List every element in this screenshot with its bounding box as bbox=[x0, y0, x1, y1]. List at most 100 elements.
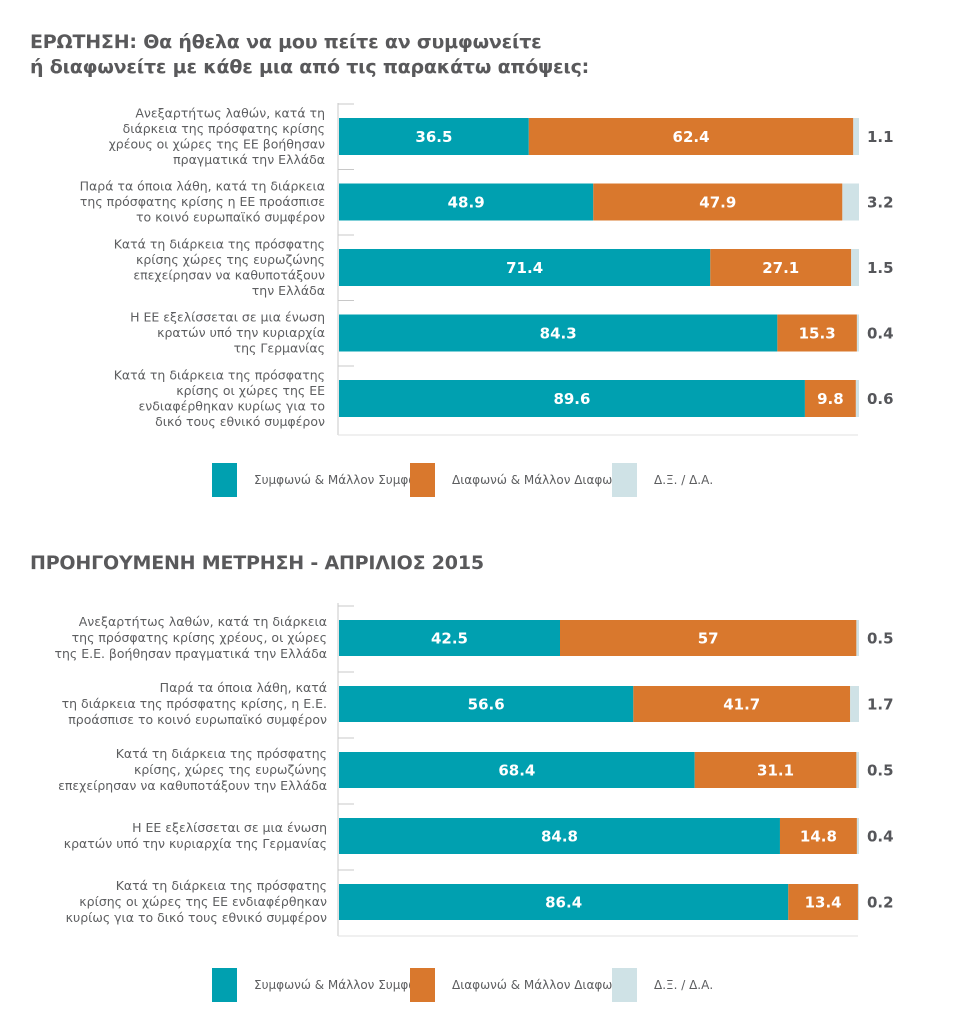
category-label-line: Ανεξαρτήτως λαθών, κατά τη bbox=[135, 105, 325, 120]
chart1-bar-dk bbox=[853, 118, 859, 155]
chart2-category-label: Ανεξαρτήτως λαθών, κατά τη διάρκεια της π… bbox=[54, 614, 327, 661]
chart2-bar-agree bbox=[339, 686, 634, 722]
legend-swatch-agree bbox=[212, 463, 237, 497]
category-label-line: της πρόσφατης κρίσης χρέους, οι χώρες bbox=[72, 630, 327, 645]
legend-swatch-disagree bbox=[410, 463, 435, 497]
chart1-title-line1: ΕΡΩΤΗΣΗ: Θα ήθελα να μου πείτε αν συμφων… bbox=[30, 31, 542, 53]
category-label-line: τη διάρκεια της πρόσφατης κρίσης, η Ε.Ε. bbox=[62, 696, 327, 711]
legend-item-dk: Δ.Ξ. / Δ.Α. bbox=[612, 968, 713, 1002]
category-label-line: κρίσης χώρες της ευρωζώνης bbox=[136, 252, 325, 267]
chart1-bar-agree bbox=[339, 249, 711, 286]
chart1-bar-label-dk: 3.2 bbox=[867, 194, 894, 212]
chart2-bar-label-agree: 56.6 bbox=[468, 696, 505, 714]
chart1-legend: Συμφωνώ & Μάλλον Συμφωνώ Διαφωνώ & Μάλλο… bbox=[0, 463, 960, 497]
legend-item-agree: Συμφωνώ & Μάλλον Συμφωνώ bbox=[212, 463, 435, 497]
chart2-bar-agree bbox=[339, 818, 780, 854]
legend-label-disagree: Διαφωνώ & Μάλλον Διαφωνώ bbox=[452, 978, 630, 992]
chart2-bar-dk bbox=[856, 752, 859, 788]
chart1-title: ΕΡΩΤΗΣΗ: Θα ήθελα να μου πείτε αν συμφων… bbox=[30, 30, 650, 80]
chart2-category-label: Η ΕΕ εξελίσσεται σε μια ένωση κρατών υπό … bbox=[64, 820, 327, 851]
category-label-line: της Ε.Ε. βοήθησαν πραγματικά την Ελλάδα bbox=[54, 646, 327, 661]
category-label-line: την Ελλάδα bbox=[252, 283, 325, 298]
category-label-line: επεχείρησαν να καθυποτάξουν bbox=[133, 267, 325, 282]
chart1-bar-dk bbox=[855, 380, 859, 417]
chart1-bar-label-disagree: 47.9 bbox=[699, 194, 736, 212]
category-label-line: Παρά τα όποια λάθη, κατά τη διάρκεια bbox=[80, 179, 325, 194]
chart2-bar-label-disagree: 57 bbox=[698, 630, 719, 648]
chart1-bar-dk bbox=[842, 183, 859, 221]
category-label-line: διάρκεια της πρόσφατης κρίσης bbox=[123, 121, 325, 136]
chart2-bar-agree bbox=[339, 884, 789, 920]
category-label-line: της πρόσφατης κρίσης η ΕΕ προάσπισε bbox=[80, 194, 325, 209]
chart2-bar-dk bbox=[856, 620, 859, 656]
legend-label-agree: Συμφωνώ & Μάλλον Συμφωνώ bbox=[254, 473, 436, 487]
chart1-bar-label-agree: 71.4 bbox=[506, 259, 543, 277]
chart2-bar-agree bbox=[339, 752, 695, 788]
legend-label-agree: Συμφωνώ & Μάλλον Συμφωνώ bbox=[254, 978, 436, 992]
chart2-legend: Συμφωνώ & Μάλλον Συμφωνώ Διαφωνώ & Μάλλο… bbox=[0, 968, 960, 1002]
chart2-category-label: Παρά τα όποια λάθη, κατά τη διάρκεια της … bbox=[62, 680, 327, 727]
category-label-line: κυρίως για το δικό τους εθνικό συμφέρον bbox=[66, 910, 327, 925]
chart1-bar-label-dk: 0.6 bbox=[867, 390, 894, 408]
chart2-bar-label-agree: 42.5 bbox=[431, 630, 468, 648]
legend-swatch-disagree bbox=[410, 968, 435, 1002]
chart2-bar-disagree bbox=[779, 818, 857, 854]
legend-item-agree: Συμφωνώ & Μάλλον Συμφωνώ bbox=[212, 968, 435, 1002]
chart2-bar-chart: Ανεξαρτήτως λαθών, κατά τη διάρκεια της π… bbox=[54, 603, 894, 937]
chart2-bar-dk bbox=[856, 818, 859, 854]
chart1-bar-label-dk: 0.4 bbox=[867, 325, 894, 343]
chart1-bar-label-agree: 84.3 bbox=[540, 325, 577, 343]
chart1-bar-disagree bbox=[804, 380, 856, 417]
chart2-bar-dk bbox=[857, 884, 859, 920]
chart2-bar-label-agree: 86.4 bbox=[545, 894, 582, 912]
chart1-bar-dk bbox=[851, 249, 859, 286]
chart1-bar-label-disagree: 15.3 bbox=[799, 325, 836, 343]
chart2-bar-label-dk: 0.5 bbox=[867, 762, 894, 780]
chart1-bar-disagree bbox=[777, 314, 857, 352]
category-label-line: δικό τους εθνικό συμφέρον bbox=[155, 414, 325, 429]
category-label-line: κρίσης, χώρες της ευρωζώνης bbox=[134, 762, 327, 777]
chart1-bar-agree bbox=[339, 314, 778, 352]
chart2-bar-dk bbox=[850, 686, 859, 722]
chart1-category-label: Η ΕΕ εξελίσσεται σε μια ένωση κρατών υπό … bbox=[130, 310, 325, 356]
chart1-category-label: Κατά τη διάρκεια της πρόσφατης κρίσης χώρ… bbox=[114, 236, 325, 298]
chart2-bar-label-disagree: 14.8 bbox=[800, 828, 837, 846]
category-label-line: Η ΕΕ εξελίσσεται σε μια ένωση bbox=[130, 310, 325, 325]
category-label-line: ενδιαφέρθηκαν κυρίως για το bbox=[139, 398, 325, 413]
chart1-bar-label-agree: 89.6 bbox=[553, 390, 590, 408]
chart2-category-label: Κατά τη διάρκεια της πρόσφατης κρίσης, χώ… bbox=[58, 746, 327, 793]
category-label-line: επεχείρησαν να καθυποτάξουν την Ελλάδα bbox=[58, 778, 327, 793]
chart1-bar-agree bbox=[339, 380, 805, 417]
category-label-line: πραγματικά την Ελλάδα bbox=[173, 152, 325, 167]
category-label-line: χρέους οι χώρες της ΕΕ βοήθησαν bbox=[109, 136, 325, 151]
chart2-bar-agree bbox=[339, 620, 560, 656]
legend-item-disagree: Διαφωνώ & Μάλλον Διαφωνώ bbox=[410, 463, 629, 497]
category-label-line: κρίσης οι χώρες της ΕΕ ενδιαφέρθηκαν bbox=[79, 894, 327, 909]
category-label-line: Κατά τη διάρκεια της πρόσφατης bbox=[116, 746, 327, 761]
chart1-category-label: Ανεξαρτήτως λαθών, κατά τη διάρκεια της π… bbox=[109, 105, 325, 167]
chart1-bar-chart: Ανεξαρτήτως λαθών, κατά τη διάρκεια της π… bbox=[80, 103, 894, 436]
chart1-bar-disagree bbox=[528, 118, 854, 155]
chart1-bar-label-disagree: 9.8 bbox=[817, 390, 844, 408]
category-label-line: Παρά τα όποια λάθη, κατά bbox=[160, 680, 327, 695]
chart2-bar-disagree bbox=[560, 620, 857, 656]
chart2-bar-label-agree: 84.8 bbox=[541, 828, 578, 846]
category-label-line: προάσπισε το κοινό ευρωπαϊκό συμφέρον bbox=[68, 712, 327, 727]
category-label-line: κρατών υπό την κυριαρχία bbox=[157, 325, 325, 340]
chart2-bar-label-disagree: 13.4 bbox=[805, 894, 842, 912]
category-label-line: κρατών υπό την κυριαρχία της Γερμανίας bbox=[64, 836, 327, 851]
chart2-bar-label-dk: 0.4 bbox=[867, 828, 894, 846]
chart1-bar-label-agree: 36.5 bbox=[415, 128, 452, 146]
category-label-line: Κατά τη διάρκεια της πρόσφατης bbox=[114, 367, 325, 382]
category-label-line: της Γερμανίας bbox=[234, 341, 325, 356]
chart2-title: ΠΡΟΗΓΟΥΜΕΝΗ ΜΕΤΡΗΣΗ - ΑΠΡΙΛΙΟΣ 2015 bbox=[30, 552, 484, 574]
legend-swatch-agree bbox=[212, 968, 237, 1002]
chart1-category-label: Παρά τα όποια λάθη, κατά τη διάρκεια της … bbox=[80, 179, 325, 225]
legend-swatch-dk bbox=[612, 463, 637, 497]
category-label-line: Κατά τη διάρκεια της πρόσφατης bbox=[114, 236, 325, 251]
chart2-bar-disagree bbox=[788, 884, 858, 920]
chart1-bar-label-disagree: 27.1 bbox=[762, 259, 799, 277]
category-label-line: κρίσης οι χώρες της ΕΕ bbox=[176, 383, 325, 398]
chart1-bar-label-dk: 1.1 bbox=[867, 128, 894, 146]
category-label-line: το κοινό ευρωπαϊκό συμφέρον bbox=[136, 210, 325, 225]
